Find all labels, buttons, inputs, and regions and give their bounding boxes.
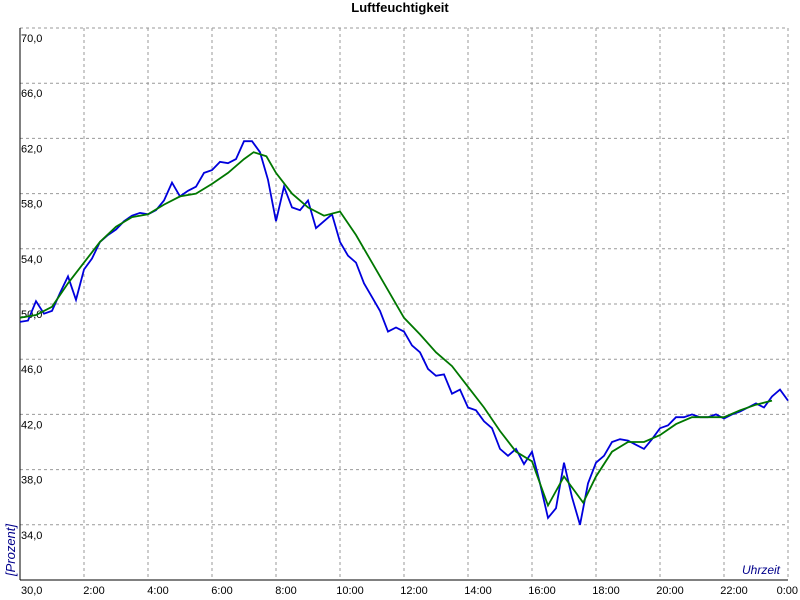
y-tick-label: 54,0 — [21, 254, 42, 266]
y-tick-label: 66,0 — [21, 88, 42, 100]
x-tick-label: 22:00 — [720, 585, 748, 597]
x-tick-label: 18:00 — [592, 585, 620, 597]
y-tick-label: 30,0 — [21, 585, 42, 597]
y-tick-label: 58,0 — [21, 199, 42, 211]
y-tick-label: 70,0 — [21, 33, 42, 45]
x-tick-label: 10:00 — [336, 585, 364, 597]
y-tick-label: 62,0 — [21, 143, 42, 155]
y-tick-label: 42,0 — [21, 419, 42, 431]
x-axis-label: Uhrzeit — [742, 563, 781, 577]
y-tick-label: 46,0 — [21, 364, 42, 376]
y-tick-label: 38,0 — [21, 475, 42, 487]
x-tick-label: 16:00 — [528, 585, 556, 597]
x-tick-label: 4:00 — [147, 585, 168, 597]
x-tick-label: 6:00 — [211, 585, 232, 597]
x-tick-label: 0:00 — [777, 585, 798, 597]
x-tick-label: 14:00 — [464, 585, 492, 597]
x-tick-label: 2:00 — [83, 585, 104, 597]
chart-title: Luftfeuchtigkeit — [351, 0, 449, 15]
x-tick-label: 12:00 — [400, 585, 428, 597]
y-tick-label: 34,0 — [21, 530, 42, 542]
data-line — [19, 151, 773, 508]
y-axis-label: [Prozent] — [3, 524, 18, 577]
x-tick-label: 8:00 — [275, 585, 296, 597]
x-tick-label: 20:00 — [656, 585, 684, 597]
